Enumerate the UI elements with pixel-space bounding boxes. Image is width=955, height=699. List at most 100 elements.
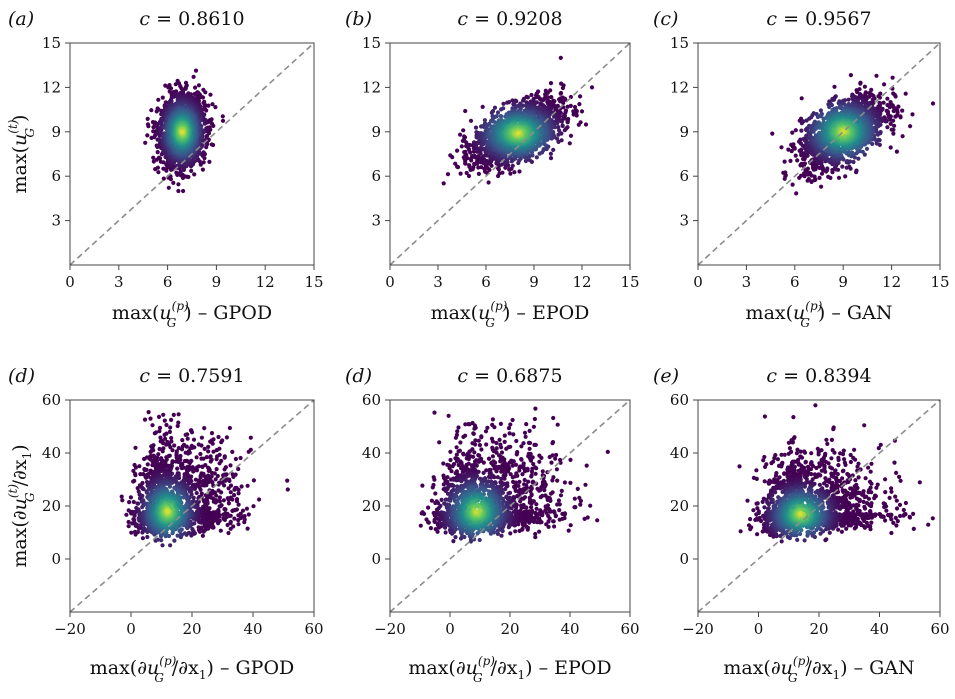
data-point — [891, 108, 896, 114]
data-point — [202, 121, 207, 126]
data-point — [467, 163, 472, 168]
data-point — [176, 188, 181, 194]
data-point — [790, 130, 795, 135]
y-tick-label: 3 — [51, 212, 61, 230]
data-point — [864, 146, 870, 151]
data-point — [461, 128, 466, 133]
data-point — [171, 180, 176, 185]
data-point — [832, 84, 837, 89]
data-point — [455, 165, 461, 170]
data-point — [500, 170, 505, 175]
y-tick-label: 15 — [362, 34, 381, 52]
data-point — [558, 55, 563, 61]
data-point — [827, 104, 832, 110]
data-point — [213, 105, 218, 110]
data-point — [476, 171, 481, 176]
data-point — [799, 128, 804, 133]
data-point — [537, 151, 542, 156]
data-point — [858, 81, 863, 86]
data-point — [201, 160, 206, 165]
y-tick-label: 6 — [51, 167, 61, 185]
diagonal-line — [389, 42, 631, 266]
panel-label: (b) — [345, 8, 372, 30]
data-point — [894, 149, 900, 154]
data-point — [840, 164, 845, 169]
y-tick-label: 12 — [42, 78, 61, 96]
data-point — [179, 130, 185, 135]
data-point — [799, 147, 804, 152]
data-point — [562, 128, 567, 133]
data-point — [510, 163, 515, 168]
x-tick-label: 9 — [212, 273, 222, 291]
scatter-points — [143, 68, 226, 194]
data-point — [200, 167, 205, 172]
data-point — [848, 73, 854, 78]
data-point — [812, 174, 817, 179]
data-point — [826, 174, 831, 179]
data-point — [146, 124, 151, 129]
data-point — [174, 89, 179, 94]
data-point — [794, 191, 799, 196]
data-point — [515, 131, 520, 136]
data-point — [854, 168, 859, 173]
data-point — [805, 166, 811, 171]
data-point — [551, 147, 556, 152]
data-point — [882, 82, 887, 87]
data-point — [790, 182, 795, 187]
data-point — [201, 150, 206, 155]
data-point — [799, 96, 804, 101]
data-point — [567, 141, 572, 146]
data-point — [191, 74, 196, 79]
data-point — [171, 94, 176, 99]
data-point — [174, 170, 179, 175]
data-point — [845, 159, 850, 164]
data-point — [207, 159, 212, 164]
data-point — [161, 160, 166, 165]
data-point — [472, 153, 477, 158]
data-point — [565, 104, 570, 109]
y-tick-label: 15 — [42, 34, 61, 52]
data-point — [556, 132, 561, 137]
data-point — [220, 118, 226, 123]
y-tick-label: 6 — [371, 167, 381, 185]
data-point — [462, 135, 468, 140]
data-point — [874, 73, 879, 78]
data-point — [783, 170, 788, 175]
data-point — [468, 118, 474, 123]
x-axis-label: max(u(p) G) – EPOD — [431, 299, 590, 330]
x-tick-label: 15 — [620, 273, 639, 291]
data-point — [204, 145, 209, 150]
data-point — [463, 108, 468, 114]
data-point — [192, 91, 197, 96]
data-point — [890, 75, 895, 80]
panel-label: (a) — [8, 8, 34, 30]
data-point — [167, 89, 172, 94]
data-point — [517, 169, 522, 174]
data-point — [888, 121, 893, 126]
data-point — [910, 112, 915, 117]
data-point — [560, 123, 565, 129]
data-point — [151, 155, 156, 160]
data-point — [149, 108, 154, 113]
data-point — [825, 166, 830, 171]
data-point — [473, 125, 479, 130]
data-point — [807, 170, 813, 175]
data-point — [464, 170, 469, 176]
x-tick-label: 12 — [256, 273, 275, 291]
data-point — [819, 184, 824, 189]
data-point — [210, 102, 215, 107]
data-point — [558, 91, 563, 96]
data-point — [793, 153, 798, 158]
data-point — [782, 159, 787, 164]
data-point — [505, 100, 510, 105]
data-point — [558, 99, 563, 104]
data-point — [160, 95, 165, 100]
data-point — [817, 175, 822, 180]
x-tick-label: 6 — [481, 273, 491, 291]
data-point — [541, 147, 546, 152]
data-point — [900, 108, 905, 113]
data-point — [578, 94, 583, 99]
data-point — [891, 105, 896, 110]
